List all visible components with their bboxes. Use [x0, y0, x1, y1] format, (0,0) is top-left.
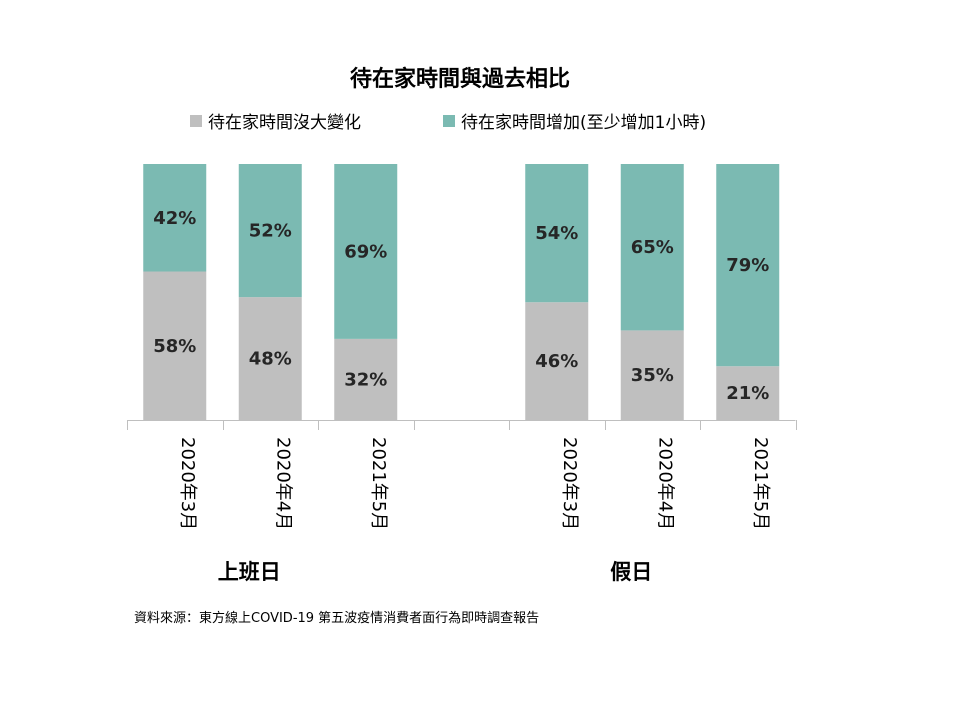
legend-label-increase: 待在家時間增加(至少增加1小時): [461, 113, 706, 133]
x-axis: [127, 420, 797, 430]
bar-segment-no-change-3: [525, 302, 589, 420]
legend-swatch-increase: [443, 115, 455, 127]
x-tick-label-1: 2020年4月: [272, 437, 293, 530]
group-labels: 上班日 假日: [218, 560, 653, 584]
data-label-no-change-2: 32%: [344, 369, 387, 390]
legend: 待在家時間沒大變化 待在家時間增加(至少增加1小時): [190, 113, 706, 133]
bar-segment-increase-5: [716, 164, 780, 367]
data-label-no-change-0: 58%: [153, 336, 196, 357]
bar-segment-no-change-2: [334, 338, 398, 420]
group-label-0: 上班日: [218, 560, 281, 584]
data-label-increase-5: 79%: [726, 255, 769, 276]
data-label-increase-0: 42%: [153, 208, 196, 229]
group-label-1: 假日: [610, 560, 652, 584]
x-tick-label-2: 2021年5月: [368, 437, 389, 530]
data-label-increase-1: 52%: [249, 221, 292, 242]
bar-segment-no-change-5: [716, 366, 780, 420]
bar-segment-no-change-1: [238, 297, 302, 420]
bar-segment-increase-1: [238, 164, 302, 298]
bar-segment-no-change-4: [620, 330, 684, 420]
x-tick-label-4: 2020年4月: [654, 437, 675, 530]
x-tick-label-5: 2021年5月: [750, 437, 771, 530]
bar-segment-increase-4: [620, 164, 684, 331]
data-label-no-change-4: 35%: [631, 365, 674, 386]
legend-label-no-change: 待在家時間沒大變化: [208, 113, 361, 133]
data-label-no-change-3: 46%: [535, 351, 578, 372]
bars-layer: 58% 42% 48% 52% 32% 69% 46% 54% 35% 65% 21% 79%: [143, 164, 780, 420]
data-label-increase-3: 54%: [535, 223, 578, 244]
bar-segment-no-change-0: [143, 271, 207, 420]
x-tick-labels: 2020年3月 2020年4月 2021年5月 2020年3月 2020年4月 2021年…: [177, 437, 771, 530]
source-note: 資料來源：東方線上COVID-19 第五波疫情消費者面行為即時調查報告: [134, 610, 539, 626]
data-label-no-change-1: 48%: [249, 349, 292, 370]
x-tick-label-0: 2020年3月: [177, 437, 198, 530]
data-label-no-change-5: 21%: [726, 383, 769, 404]
x-tick-label-3: 2020年3月: [559, 437, 580, 530]
data-label-increase-4: 65%: [631, 237, 674, 258]
chart-title: 待在家時間與過去相比: [350, 66, 570, 92]
bar-segment-increase-2: [334, 164, 398, 339]
data-label-increase-2: 69%: [344, 241, 387, 262]
bar-segment-increase-0: [143, 164, 207, 272]
bar-segment-increase-3: [525, 164, 589, 303]
legend-swatch-no-change: [190, 115, 202, 127]
